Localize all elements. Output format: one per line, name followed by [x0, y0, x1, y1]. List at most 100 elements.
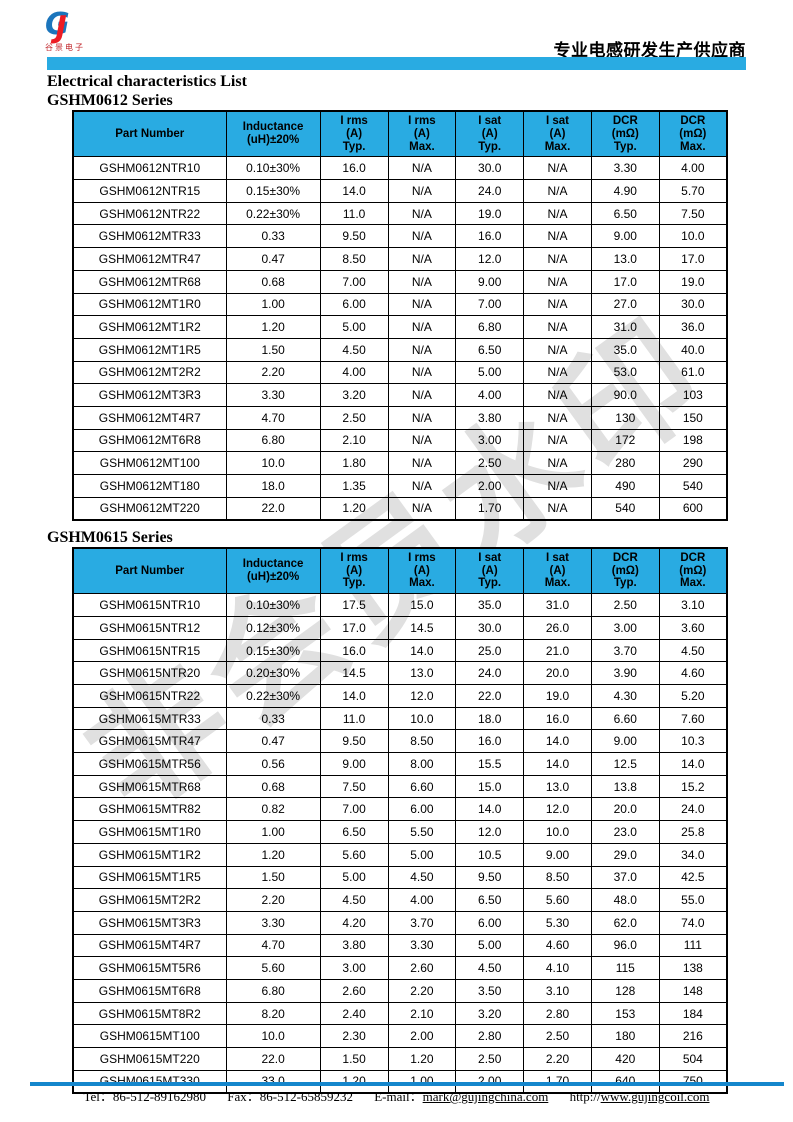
table-row: GSHM0615MTR56 0.56 9.00 8.00 15.5 14.0 12.5 14.…: [72, 752, 728, 776]
part-number-cell: GSHM0612MT4R7: [72, 405, 227, 430]
value-cell: N/A: [523, 179, 592, 203]
value-cell: 4.00: [319, 360, 389, 385]
value-cell: 111: [658, 933, 728, 958]
value-cell: 0.56: [225, 752, 321, 776]
value-cell: 14.5: [387, 615, 457, 640]
value-cell: 34.0: [658, 842, 728, 867]
value-cell: 3.00: [319, 956, 389, 980]
value-cell: 14.5: [319, 661, 389, 686]
value-cell: 2.10: [387, 1001, 457, 1026]
logo-letter-g: G: [45, 7, 70, 42]
header-slogan: 专业电感研发生产供应商: [553, 41, 746, 60]
value-cell: 14.0: [523, 752, 592, 776]
value-cell: N/A: [387, 156, 457, 181]
value-cell: 4.60: [658, 661, 728, 686]
column-header: I sat (A) Typ.: [455, 110, 525, 158]
email-link[interactable]: mark@gujingchina.com: [422, 1089, 549, 1104]
value-cell: 8.50: [523, 865, 592, 890]
tel-number: 86-512-89162980: [112, 1089, 207, 1104]
table-row: GSHM0612MTR47 0.47 8.50 N/A 12.0 N/A 13.0 17.0: [72, 247, 728, 271]
value-cell: 6.00: [455, 910, 525, 935]
logo-letter-j: J: [55, 10, 67, 45]
table-row: GSHM0615MT1R2 1.20 5.60 5.00 10.5 9.00 29.0 34.…: [72, 842, 728, 867]
part-number-cell: GSHM0612MT3R3: [72, 383, 227, 407]
value-cell: N/A: [523, 292, 592, 317]
column-header: I sat (A) Typ.: [455, 547, 525, 595]
column-header: DCR (mΩ) Max.: [658, 110, 728, 158]
value-cell: 15.0: [455, 774, 525, 799]
value-cell: 6.80: [225, 428, 321, 453]
value-cell: 1.20: [387, 1047, 457, 1071]
value-cell: 1.70: [455, 496, 525, 521]
table-row: GSHM0615MT1R0 1.00 6.50 5.50 12.0 10.0 23.0 25.…: [72, 820, 728, 844]
email-label: E-mail：: [374, 1089, 423, 1104]
part-number-cell: GSHM0615MT2R2: [72, 888, 227, 912]
fax-number: 86-512-65859232: [259, 1089, 353, 1104]
value-cell: 1.50: [225, 337, 321, 362]
series-title-gshm0612: GSHM0612 Series: [47, 92, 173, 109]
value-cell: 180: [590, 1024, 660, 1049]
table-row: GSHM0612MT1R5 1.50 4.50 N/A 6.50 N/A 35.0 40.0: [72, 337, 728, 362]
value-cell: 6.60: [590, 706, 660, 731]
value-cell: 2.50: [523, 1024, 592, 1049]
value-cell: 11.0: [319, 706, 389, 731]
value-cell: 3.70: [387, 910, 457, 935]
value-cell: 17.0: [658, 247, 728, 271]
value-cell: 14.0: [319, 179, 389, 203]
part-number-cell: GSHM0612MTR47: [72, 247, 227, 271]
value-cell: 2.20: [523, 1047, 592, 1071]
value-cell: 2.60: [387, 956, 457, 980]
value-cell: 16.0: [319, 638, 389, 663]
value-cell: 0.33: [225, 706, 321, 731]
part-number-cell: GSHM0615MTR47: [72, 729, 227, 754]
value-cell: 0.68: [225, 269, 321, 294]
value-cell: 11.0: [319, 201, 389, 226]
value-cell: 30.0: [455, 615, 525, 640]
logo-company-name: 谷景电子: [45, 43, 85, 52]
value-cell: 1.00: [225, 820, 321, 844]
value-cell: 22.0: [225, 496, 321, 521]
value-cell: N/A: [523, 451, 592, 476]
value-cell: 0.15±30%: [225, 179, 321, 203]
value-cell: 24.0: [455, 661, 525, 686]
column-header: I sat (A) Max.: [523, 547, 592, 595]
value-cell: 25.8: [658, 820, 728, 844]
column-header: I rms (A) Max.: [387, 547, 457, 595]
value-cell: 22.0: [225, 1047, 321, 1071]
value-cell: 0.15±30%: [225, 638, 321, 663]
part-number-cell: GSHM0615NTR10: [72, 593, 227, 617]
value-cell: N/A: [387, 451, 457, 476]
value-cell: 148: [658, 978, 728, 1003]
value-cell: 10.0: [523, 820, 592, 844]
value-cell: N/A: [387, 179, 457, 203]
table-row: GSHM0612MT2R2 2.20 4.00 N/A 5.00 N/A 53.0 61.0: [72, 360, 728, 385]
value-cell: 2.10: [319, 428, 389, 453]
value-cell: N/A: [387, 201, 457, 226]
value-cell: N/A: [523, 383, 592, 407]
value-cell: 2.20: [387, 978, 457, 1003]
value-cell: 6.50: [319, 820, 389, 844]
value-cell: 16.0: [523, 706, 592, 731]
value-cell: N/A: [387, 269, 457, 294]
value-cell: 31.0: [590, 315, 660, 339]
value-cell: N/A: [387, 360, 457, 385]
company-logo: GJ 谷景电子: [45, 10, 85, 53]
value-cell: 13.8: [590, 774, 660, 799]
value-cell: 10.3: [658, 729, 728, 754]
table-row: GSHM0615MT100 10.0 2.30 2.00 2.80 2.50 180 216: [72, 1024, 728, 1049]
value-cell: 74.0: [658, 910, 728, 935]
table-row: GSHM0615MT4R7 4.70 3.80 3.30 5.00 4.60 96.0 111: [72, 933, 728, 958]
value-cell: N/A: [523, 269, 592, 294]
table-row: GSHM0615NTR15 0.15±30% 16.0 14.0 25.0 21.0 3.7…: [72, 638, 728, 663]
table-row: GSHM0615MTR33 0.33 11.0 10.0 18.0 16.0 6.60 7.6…: [72, 706, 728, 731]
value-cell: 3.10: [523, 978, 592, 1003]
value-cell: 8.00: [387, 752, 457, 776]
website-link[interactable]: www.gujingcoil.com: [600, 1089, 710, 1104]
value-cell: 26.0: [523, 615, 592, 640]
value-cell: 12.0: [523, 797, 592, 822]
value-cell: 5.00: [319, 865, 389, 890]
value-cell: 2.00: [455, 474, 525, 498]
value-cell: 4.50: [319, 337, 389, 362]
value-cell: 5.20: [658, 684, 728, 708]
